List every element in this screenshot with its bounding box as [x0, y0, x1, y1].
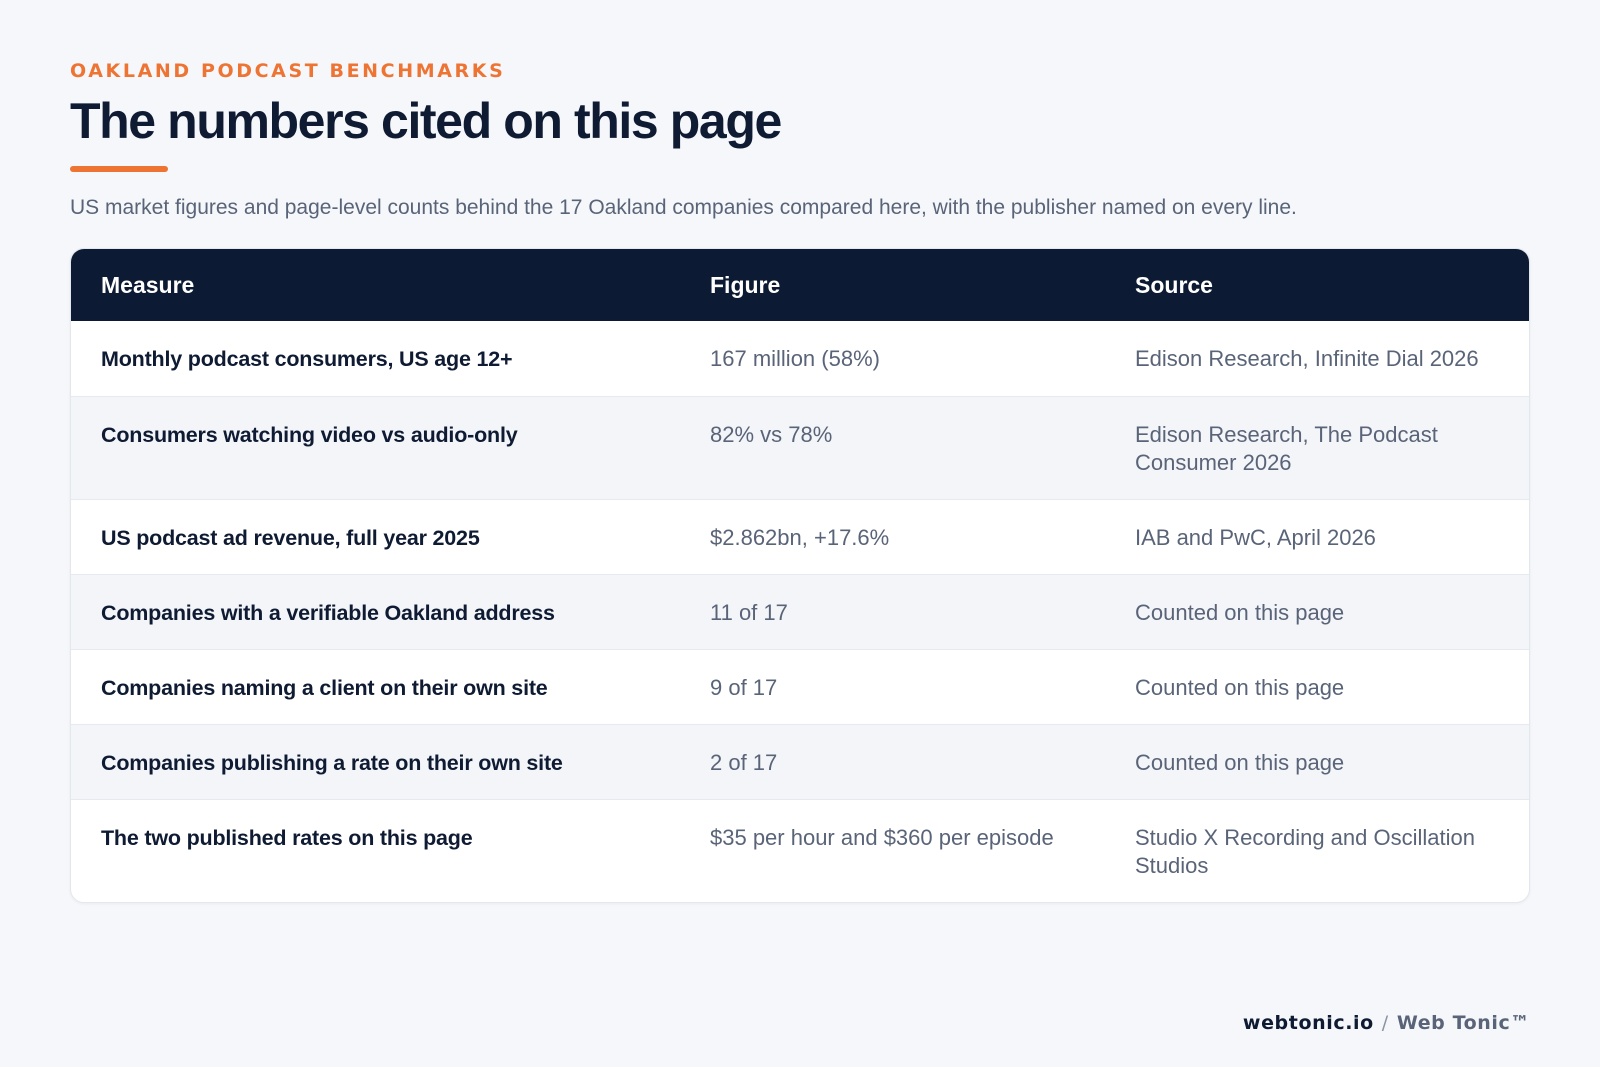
table-row: Consumers watching video vs audio-only 8…: [71, 396, 1529, 499]
measure-cell: Companies with a verifiable Oakland addr…: [101, 600, 555, 625]
figure-cell: 82% vs 78%: [710, 421, 833, 447]
source-cell: Counted on this page: [1135, 599, 1345, 625]
figure-cell: 11 of 17: [710, 599, 788, 625]
column-header-source: Source: [1135, 271, 1213, 298]
source-cell: IAB and PwC, April 2026: [1135, 524, 1376, 550]
benchmarks-table-card: Measure Figure Source Monthly podcast co…: [70, 248, 1530, 903]
page-title: The numbers cited on this page: [70, 93, 782, 149]
measure-cell: US podcast ad revenue, full year 2025: [101, 525, 480, 550]
footer-brand: Web Tonic™: [1396, 1012, 1530, 1034]
measure-cell: Monthly podcast consumers, US age 12+: [101, 347, 513, 371]
source-cell: Counted on this page: [1135, 749, 1345, 775]
eyebrow-label: OAKLAND PODCAST BENCHMARKS: [70, 60, 506, 82]
figure-cell: 9 of 17: [710, 674, 778, 700]
footer-domain: webtonic.io: [1242, 1012, 1374, 1034]
source-cell: Edison Research, The Podcast Consumer 20…: [1135, 421, 1438, 475]
column-header-measure: Measure: [101, 271, 195, 298]
table-row: Companies naming a client on their own s…: [71, 649, 1529, 724]
column-header-figure: Figure: [710, 271, 781, 298]
figure-cell: $2.862bn, +17.6%: [710, 524, 890, 550]
measure-cell: Companies naming a client on their own s…: [101, 675, 548, 700]
table-row: US podcast ad revenue, full year 2025 $2…: [71, 499, 1529, 574]
table-row: The two published rates on this page $35…: [71, 799, 1529, 902]
footer-credit: webtonic.io / Web Tonic™: [1243, 1012, 1530, 1034]
table-header-row: Measure Figure Source: [71, 249, 1529, 321]
source-cell: Edison Research, Infinite Dial 2026: [1135, 346, 1479, 371]
measure-cell: Consumers watching video vs audio-only: [101, 422, 518, 447]
table-row: Companies with a verifiable Oakland addr…: [71, 574, 1529, 649]
accent-rule: [70, 166, 168, 172]
figure-cell: 2 of 17: [710, 749, 778, 775]
source-cell: Studio X Recording and Oscillation Studi…: [1135, 824, 1475, 878]
measure-cell: Companies publishing a rate on their own…: [101, 750, 563, 775]
figure-cell: 167 million (58%): [710, 346, 880, 371]
table-row: Companies publishing a rate on their own…: [71, 724, 1529, 799]
measure-cell: The two published rates on this page: [101, 825, 473, 850]
page-subtitle: US market figures and page-level counts …: [70, 196, 1297, 219]
figure-cell: $35 per hour and $360 per episode: [710, 824, 1054, 850]
benchmarks-table: Measure Figure Source Monthly podcast co…: [71, 249, 1529, 902]
table-header: Measure Figure Source: [71, 249, 1529, 321]
footer-separator: /: [1381, 1012, 1389, 1034]
table-row: Monthly podcast consumers, US age 12+ 16…: [71, 321, 1529, 396]
table-body: Monthly podcast consumers, US age 12+ 16…: [71, 321, 1529, 902]
source-cell: Counted on this page: [1135, 674, 1345, 700]
